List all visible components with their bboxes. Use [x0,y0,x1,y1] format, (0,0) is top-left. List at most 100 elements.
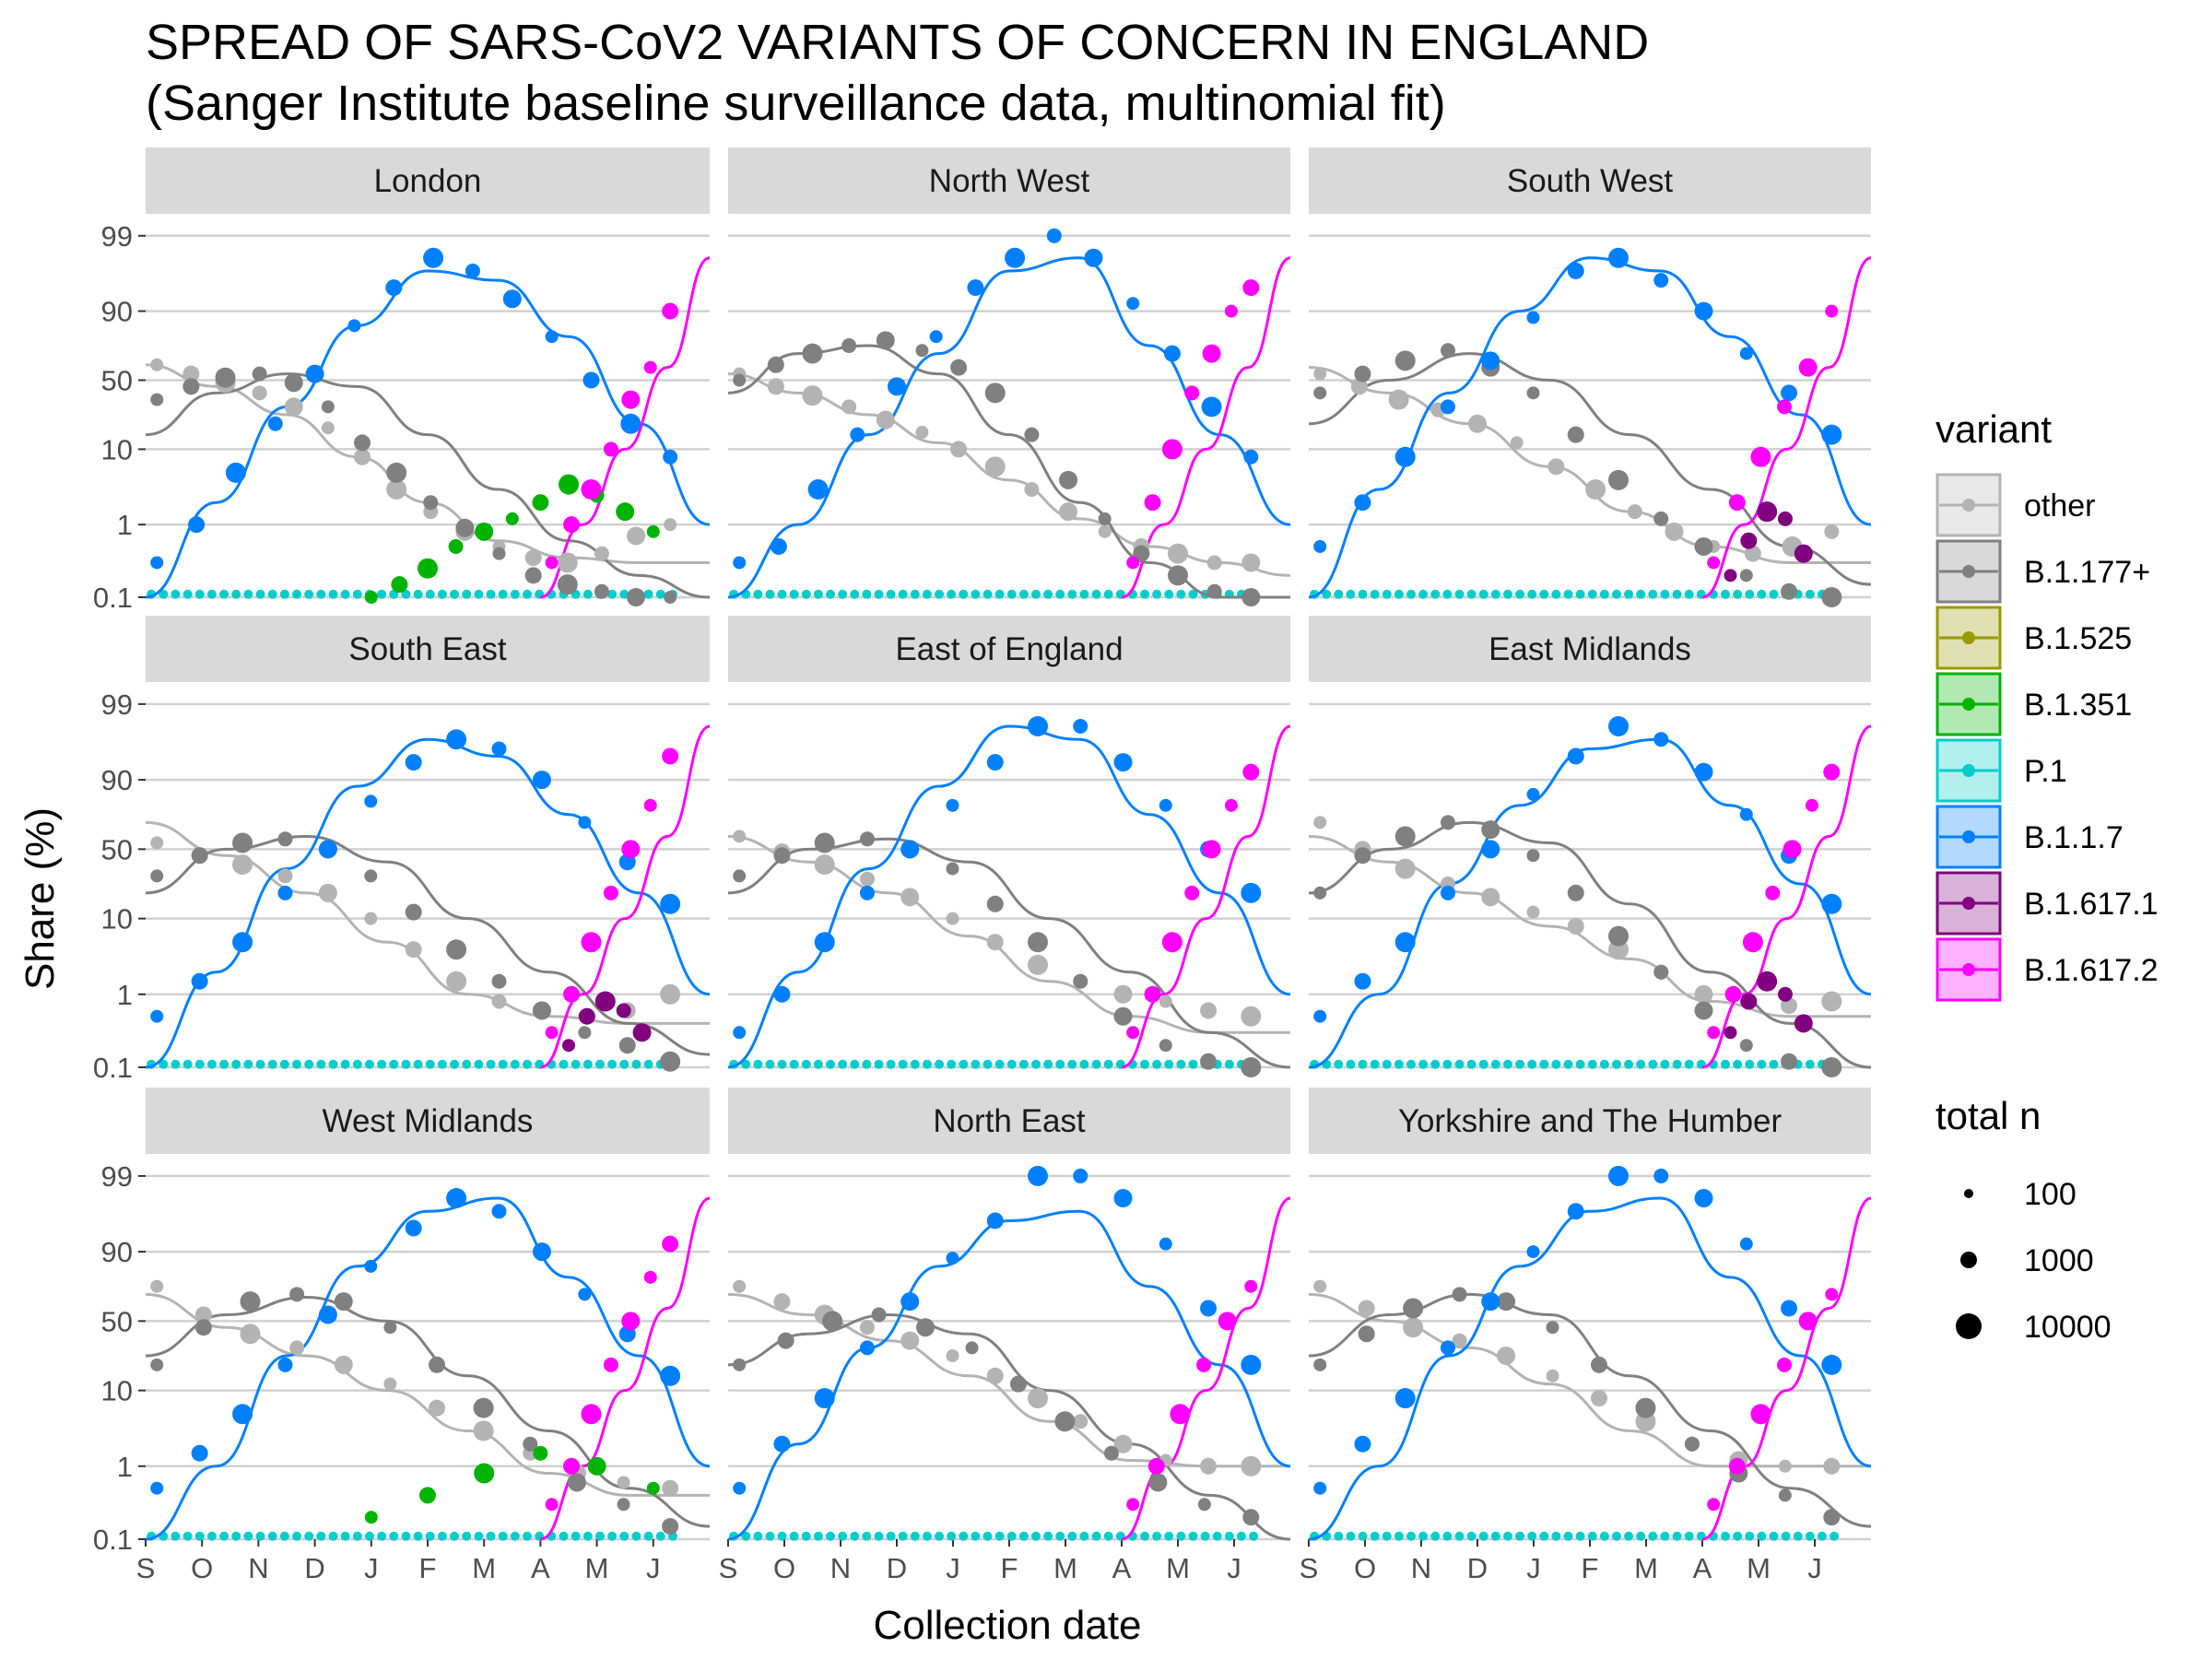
data-point-b16172 [662,747,679,765]
data-point-p1 [789,589,799,599]
data-point-other [1241,553,1261,572]
data-point-b117 [1073,1168,1088,1183]
y-tick-label: 1 [117,979,133,1011]
data-point-b1177plus [871,1307,887,1323]
y-tick-label: 0.1 [93,1052,133,1084]
data-point-p1 [982,1531,993,1541]
data-point-p1 [753,589,763,599]
data-point-b117 [967,279,984,297]
data-point-b117 [1201,396,1222,418]
data-point-other [1821,991,1842,1012]
data-point-p1 [1067,1059,1077,1069]
data-point-b1177plus [354,434,371,452]
data-point-b117 [1781,384,1798,402]
data-point-other [1526,905,1540,919]
data-point-b1177plus [532,1001,551,1020]
data-point-b1177plus [876,331,895,350]
data-point-b117 [1653,1168,1669,1183]
data-point-other [1028,954,1049,975]
data-point-p1 [279,1059,289,1069]
data-point-p1 [206,1531,217,1541]
data-point-p1 [874,1531,884,1541]
data-point-p1 [1478,1059,1488,1069]
data-point-p1 [1067,1531,1077,1541]
data-point-b1177plus [965,1341,979,1355]
data-point-p1 [826,589,836,599]
data-point-b117 [1028,1165,1049,1186]
data-point-p1 [1346,1531,1356,1541]
facet-strip-label: East of England [895,631,1123,667]
facet-strip [1309,147,1871,214]
data-point-p1 [316,1059,326,1069]
data-point-b16171 [632,1023,652,1042]
data-point-p1 [643,1059,653,1069]
data-point-p1 [898,1531,908,1541]
data-point-other [1168,543,1188,564]
data-point-other [1028,1388,1049,1409]
data-point-p1 [1430,589,1441,599]
data-point-b117 [1354,1435,1371,1453]
data-point-b117 [1046,228,1062,243]
legend-title-total-n: total n [1936,1094,2041,1137]
data-point-b1177plus [1694,536,1713,556]
data-point-p1 [510,1531,520,1541]
facet-strip [1309,616,1871,682]
data-point-p1 [607,589,618,599]
data-point-b117 [663,449,678,465]
data-point-b117 [1608,247,1630,268]
data-point-p1 [1454,1059,1465,1069]
x-tick-label: N [830,1552,851,1584]
data-point-other [277,868,293,884]
data-point-p1 [1733,1531,1743,1541]
data-point-b1177plus [1497,1292,1516,1312]
data-point-b1177plus [284,373,303,393]
data-point-p1 [523,1531,533,1541]
data-point-b1177plus [662,1518,679,1535]
fit-line-other [145,1292,710,1497]
data-point-p1 [486,1531,496,1541]
data-point-b1177plus [405,903,422,921]
data-point-p1 [994,1531,1005,1541]
y-tick-label: 99 [101,688,133,721]
data-point-other [1744,545,1761,562]
data-point-p1 [450,589,460,599]
data-point-other [194,1306,212,1324]
data-point-b117 [733,556,747,570]
data-point-b1177plus [1781,1053,1798,1070]
data-point-b117 [1005,247,1026,268]
data-point-b1177plus [1823,1509,1841,1526]
data-point-b1177plus [215,367,236,388]
data-point-b117 [1394,446,1416,467]
data-point-p1 [1660,1059,1670,1069]
data-point-p1 [523,589,533,599]
data-point-p1 [267,1059,277,1069]
data-point-p1 [1466,1531,1477,1541]
data-point-b117 [446,729,467,750]
data-point-b1177plus [915,344,929,358]
data-point-p1 [1406,1059,1417,1069]
data-point-p1 [910,589,920,599]
data-point-other [182,365,200,382]
data-point-b117 [773,1435,791,1453]
data-point-b117 [532,1242,551,1262]
data-point-other [1510,436,1524,450]
data-point-p1 [1006,1059,1017,1069]
legend-point [1962,830,1975,843]
data-point-b117 [465,263,480,278]
data-point-b117 [150,556,164,570]
data-point-p1 [401,1059,411,1069]
data-point-p1 [1624,1059,1634,1069]
data-point-b1177plus [916,1318,935,1337]
data-point-b117 [1394,932,1416,953]
facet-panel: West Midlands 0.1 1 10 50 90 99 S O N D J F M A M J [93,1088,711,1584]
data-point-p1 [450,1531,460,1541]
data-point-p1 [1733,589,1743,599]
data-point-p1 [1140,1059,1150,1069]
data-point-p1 [813,1059,823,1069]
data-point-p1 [838,1059,848,1069]
data-point-p1 [1539,1531,1549,1541]
data-point-b16172 [1765,885,1781,900]
data-point-b16172 [1777,399,1793,415]
data-point-p1 [1502,589,1512,599]
data-point-other [1694,984,1713,1004]
